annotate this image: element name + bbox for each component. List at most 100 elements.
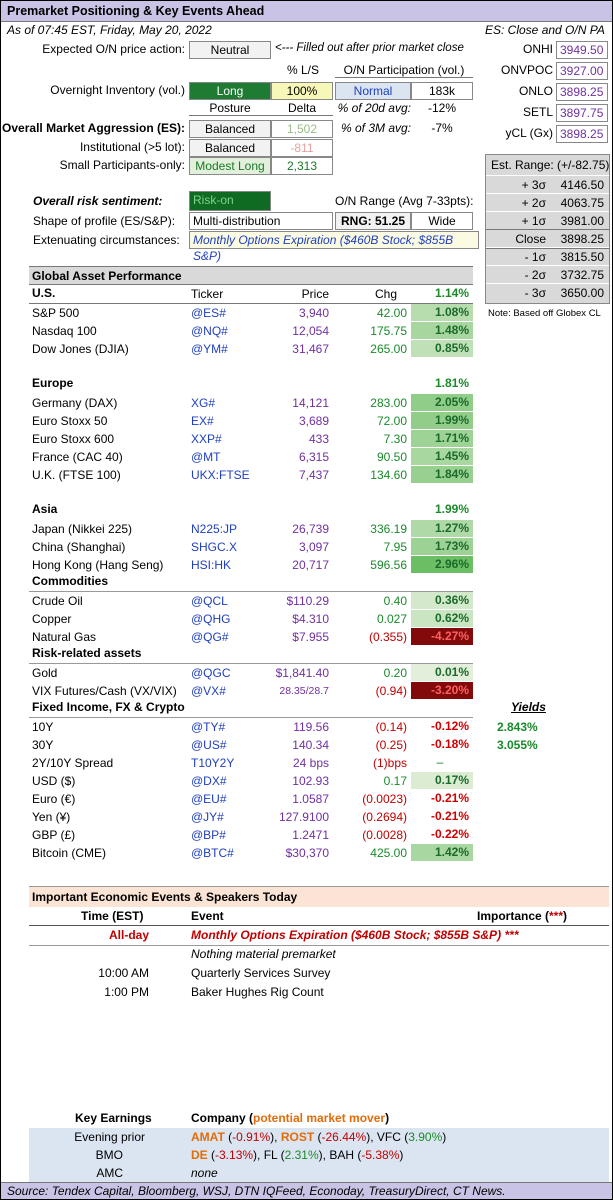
group-title: Europe	[32, 376, 74, 390]
est-range-note: Note: Based off Globex CL	[488, 308, 601, 319]
table-row: 10Y @TY# 119.56 (0.14) -0.12% 2.843%	[29, 718, 538, 736]
earning-item: ROST (-26.44%),	[280, 1130, 377, 1144]
group-average: 1.81%	[434, 376, 469, 390]
earning-change: 2.31%	[284, 1148, 319, 1162]
range-value: RNG: 51.25	[335, 212, 411, 230]
risk-sentiment-label: Overall risk sentiment:	[33, 194, 163, 208]
asset-change-pct: -0.12%	[430, 719, 469, 733]
asset-change: 72.00	[376, 414, 407, 428]
asset-price: 3,940	[298, 306, 329, 320]
avg20-value: -12%	[427, 101, 456, 115]
table-row: Natural Gas @QG# $7.955 (0.355) -4.27%	[29, 628, 473, 646]
est-range-label: - 3σ	[524, 286, 546, 300]
asset-change: 425.00	[370, 846, 407, 860]
asset-change-pct: -0.21%	[430, 791, 469, 805]
asset-name: Euro Stoxx 50	[32, 414, 108, 428]
profile-shape-value: Multi-distribution	[189, 212, 333, 230]
asset-price: 28.35/28.7	[279, 685, 329, 697]
asset-ticker: @NQ#	[191, 324, 228, 338]
col-ticker: Ticker	[191, 287, 224, 301]
asset-name: Euro Stoxx 600	[32, 432, 115, 446]
asset-price: 140.34	[292, 738, 329, 752]
inventory-label: Overnight Inventory (vol.)	[50, 83, 185, 97]
page-title: Premarket Positioning & Key Events Ahead	[7, 4, 265, 18]
level-value: 3927.00	[556, 62, 608, 80]
institutional-label: Institutional (>5 lot):	[79, 140, 185, 154]
asset-change: (1)bps	[372, 756, 407, 770]
asset-name: 10Y	[32, 720, 54, 734]
small-participants-label: Small Participants-only:	[59, 158, 185, 172]
asset-ticker: XG#	[191, 396, 216, 410]
asset-change-pct: 2.96%	[411, 556, 473, 573]
asset-ticker: @VX#	[191, 684, 226, 698]
asset-price: 119.56	[293, 720, 329, 734]
title-bar: Premarket Positioning & Key Events Ahead	[1, 1, 612, 22]
est-range-row: - 2σ 3732.75	[486, 265, 609, 284]
asset-change: (0.25)	[375, 738, 407, 752]
asset-change-pct: -0.21%	[430, 809, 469, 823]
earnings-bmo-row: BMO DE (-3.13%), FL (2.31%), BAH (-5.38%…	[29, 1146, 609, 1164]
earnings-amc-label: AMC	[96, 1166, 123, 1180]
est-range-row: - 3σ 3650.00	[486, 283, 609, 302]
est-range-value: 3981.00	[560, 214, 604, 228]
aggression-posture: Balanced	[189, 120, 271, 138]
asset-change: 7.95	[383, 540, 407, 554]
event-name: Monthly Options Expiration ($460B Stock;…	[191, 928, 502, 942]
asset-name: 2Y/10Y Spread	[32, 756, 114, 770]
expected-value: Neutral	[189, 41, 271, 59]
group-divider	[29, 717, 473, 718]
asset-change-pct: 0.17%	[411, 772, 473, 789]
asset-change-pct: 0.62%	[411, 610, 473, 627]
level-value: 3898.25	[556, 125, 608, 143]
est-range-value: 3815.50	[560, 250, 604, 264]
events-columns: Time (EST) Event Importance (***)	[29, 906, 609, 926]
gap-divider	[29, 303, 473, 304]
asset-ticker: @BP#	[191, 828, 226, 842]
asset-change: 596.56	[370, 558, 407, 572]
asset-price: 26,739	[292, 522, 329, 536]
group-title: Risk-related assets	[32, 646, 142, 660]
level-value: 3949.50	[556, 41, 608, 59]
earning-item: VFC (3.90%)	[376, 1130, 447, 1144]
earning-change: 3.90%	[408, 1130, 443, 1144]
earning-change: -26.44%	[321, 1130, 367, 1144]
asset-ticker: @QHG	[191, 612, 231, 626]
asset-price: $110.29	[286, 594, 330, 608]
est-range-value: 3898.25	[560, 232, 604, 246]
earnings-bmo-label: BMO	[95, 1148, 123, 1162]
event-name: Nothing material premarket	[191, 947, 336, 961]
table-row: Euro Stoxx 50 EX# 3,689 72.00 1.99%	[29, 412, 473, 430]
asset-change-pct: –	[436, 755, 444, 769]
earning-item: AMAT (-0.91%),	[191, 1130, 281, 1144]
participation-vol: 183k	[411, 82, 473, 100]
asset-change-pct: 1.27%	[411, 520, 473, 537]
asset-change: 42.00	[376, 306, 407, 320]
est-range-row: + 1σ 3981.00	[486, 211, 609, 230]
asset-change: 7.30	[383, 432, 407, 446]
event-name: Baker Hughes Rig Count	[191, 985, 324, 999]
asset-ticker: @QGC	[191, 666, 231, 680]
asset-name: Dow Jones (DJIA)	[32, 342, 129, 356]
table-row: Dow Jones (DJIA) @YM# 31,467 265.00 0.85%	[29, 340, 473, 358]
earnings-evening-companies: AMAT (-0.91%), ROST (-26.44%), VFC (3.90…	[191, 1128, 446, 1146]
earning-change: -0.91%	[232, 1130, 271, 1144]
asset-name: Japan (Nikkei 225)	[32, 522, 133, 536]
events-title: Important Economic Events & Speakers Tod…	[32, 890, 298, 904]
asset-change: 0.027	[376, 612, 407, 626]
pct-ls-header: % L/S	[286, 63, 319, 77]
participation-header: O/N Participation (vol.)	[335, 63, 473, 78]
asset-change: (0.0023)	[362, 792, 407, 806]
level-value: 3898.25	[556, 83, 608, 101]
est-range-label: + 2σ	[521, 196, 546, 210]
earning-ticker: AMAT	[191, 1130, 225, 1144]
event-row: Nothing material premarket	[29, 945, 609, 964]
asset-change: (0.355)	[368, 630, 407, 644]
earning-ticker: FL	[263, 1148, 278, 1162]
asset-name: Yen (¥)	[32, 810, 71, 824]
asset-change-pct: 0.85%	[411, 340, 473, 357]
est-range-label: + 3σ	[521, 178, 546, 192]
est-range-title: Est. Range: (+/-82.75)	[491, 158, 610, 172]
col-price: Price	[301, 287, 329, 301]
asset-change-pct: 1.08%	[411, 304, 473, 321]
